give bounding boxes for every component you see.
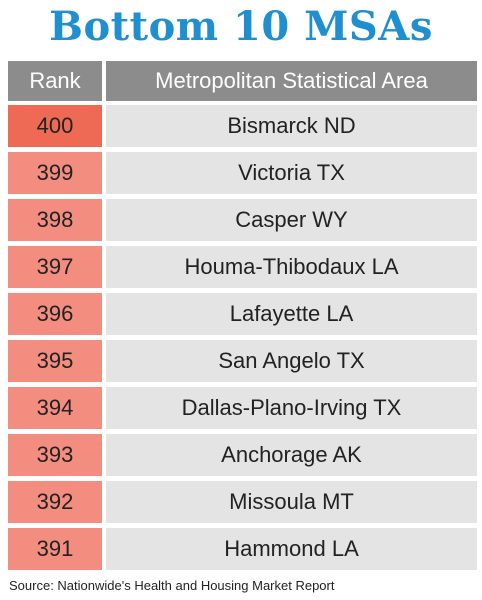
table-row: 396 Lafayette LA [8,293,477,335]
rank-cell: 396 [8,293,102,335]
rank-column-header: Rank [8,61,102,101]
table-row: 399 Victoria TX [8,152,477,194]
source-note: Source: Nationwide's Health and Housing … [9,578,335,593]
table-row: 397 Houma-Thibodaux LA [8,246,477,288]
area-cell: Dallas-Plano-Irving TX [106,387,477,429]
area-cell: San Angelo TX [106,340,477,382]
area-cell: Houma-Thibodaux LA [106,246,477,288]
table-row: 393 Anchorage AK [8,434,477,476]
rank-cell: 399 [8,152,102,194]
rank-cell: 398 [8,199,102,241]
rank-cell: 393 [8,434,102,476]
area-cell: Bismarck ND [106,105,477,147]
table-header: Rank Metropolitan Statistical Area [8,61,477,101]
area-column-header: Metropolitan Statistical Area [106,61,477,101]
rank-cell: 391 [8,528,102,570]
rank-cell: 395 [8,340,102,382]
table-row: 398 Casper WY [8,199,477,241]
rank-cell: 400 [8,105,102,147]
table-row: 394 Dallas-Plano-Irving TX [8,387,477,429]
area-cell: Hammond LA [106,528,477,570]
area-cell: Victoria TX [106,152,477,194]
msa-table: Rank Metropolitan Statistical Area 400 B… [8,61,477,570]
rank-cell: 392 [8,481,102,523]
table-row: 400 Bismarck ND [8,105,477,147]
area-cell: Missoula MT [106,481,477,523]
rank-cell: 394 [8,387,102,429]
page-title: Bottom 10 MSAs [49,3,433,50]
table-row: 392 Missoula MT [8,481,477,523]
table-row: 395 San Angelo TX [8,340,477,382]
table-row: 391 Hammond LA [8,528,477,570]
area-cell: Lafayette LA [106,293,477,335]
area-cell: Anchorage AK [106,434,477,476]
rank-cell: 397 [8,246,102,288]
area-cell: Casper WY [106,199,477,241]
